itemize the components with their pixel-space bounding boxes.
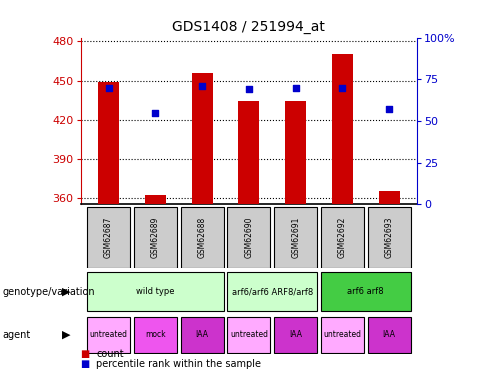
- Text: GSM62690: GSM62690: [244, 216, 253, 258]
- FancyBboxPatch shape: [227, 316, 270, 353]
- FancyBboxPatch shape: [367, 316, 411, 353]
- FancyBboxPatch shape: [367, 207, 411, 267]
- Bar: [145, 195, 166, 204]
- Point: [105, 85, 113, 91]
- Text: count: count: [96, 349, 124, 359]
- Bar: [98, 82, 119, 204]
- Bar: [192, 73, 213, 204]
- FancyBboxPatch shape: [321, 207, 364, 267]
- Point: [339, 85, 346, 91]
- Point: [245, 86, 253, 92]
- Text: GSM62688: GSM62688: [198, 217, 206, 258]
- Point: [198, 83, 206, 89]
- Text: GSM62689: GSM62689: [151, 216, 160, 258]
- Text: arf6/arf6 ARF8/arf8: arf6/arf6 ARF8/arf8: [232, 287, 313, 296]
- Text: mock: mock: [145, 330, 165, 339]
- Text: GSM62691: GSM62691: [291, 216, 300, 258]
- Text: ■: ■: [81, 349, 90, 359]
- Point: [151, 110, 159, 116]
- FancyBboxPatch shape: [274, 207, 317, 267]
- FancyBboxPatch shape: [134, 316, 177, 353]
- Text: untreated: untreated: [230, 330, 268, 339]
- Text: ▶: ▶: [61, 330, 70, 340]
- Text: IAA: IAA: [196, 330, 208, 339]
- Bar: [332, 54, 353, 204]
- FancyBboxPatch shape: [274, 316, 317, 353]
- Text: ▶: ▶: [61, 286, 70, 297]
- Point: [386, 106, 393, 112]
- Text: IAA: IAA: [289, 330, 302, 339]
- Text: IAA: IAA: [383, 330, 396, 339]
- FancyBboxPatch shape: [321, 316, 364, 353]
- Text: ■: ■: [81, 359, 90, 369]
- Point: [292, 85, 300, 91]
- FancyBboxPatch shape: [227, 207, 270, 267]
- Text: agent: agent: [2, 330, 31, 340]
- Bar: [285, 101, 306, 204]
- Text: GSM62693: GSM62693: [385, 216, 394, 258]
- FancyBboxPatch shape: [87, 207, 130, 267]
- Text: untreated: untreated: [324, 330, 362, 339]
- FancyBboxPatch shape: [321, 272, 411, 311]
- Text: untreated: untreated: [90, 330, 127, 339]
- FancyBboxPatch shape: [227, 272, 317, 311]
- Title: GDS1408 / 251994_at: GDS1408 / 251994_at: [172, 20, 325, 34]
- Text: GSM62687: GSM62687: [104, 216, 113, 258]
- FancyBboxPatch shape: [134, 207, 177, 267]
- Bar: [238, 101, 260, 204]
- FancyBboxPatch shape: [87, 272, 224, 311]
- Text: GSM62692: GSM62692: [338, 216, 347, 258]
- Bar: [379, 191, 400, 204]
- FancyBboxPatch shape: [181, 316, 224, 353]
- Text: wild type: wild type: [136, 287, 175, 296]
- FancyBboxPatch shape: [181, 207, 224, 267]
- Text: genotype/variation: genotype/variation: [2, 286, 95, 297]
- Text: percentile rank within the sample: percentile rank within the sample: [96, 359, 261, 369]
- FancyBboxPatch shape: [87, 316, 130, 353]
- Text: arf6 arf8: arf6 arf8: [347, 287, 384, 296]
